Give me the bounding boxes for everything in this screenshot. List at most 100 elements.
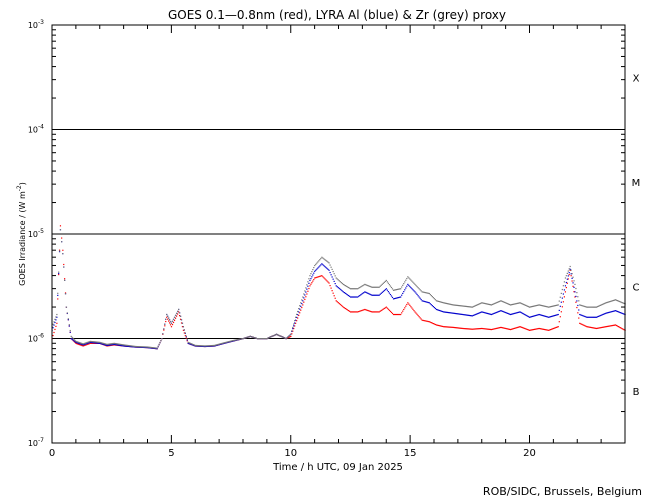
- data-point: [404, 307, 406, 309]
- data-point: [575, 301, 577, 303]
- data-point: [378, 286, 380, 288]
- data-point: [413, 310, 415, 312]
- data-point: [507, 303, 510, 305]
- data-point: [380, 309, 382, 312]
- data-point: [102, 343, 104, 345]
- data-point: [167, 315, 169, 317]
- data-point: [85, 344, 87, 346]
- data-point: [500, 326, 502, 328]
- data-point: [318, 266, 320, 268]
- data-point: [451, 312, 453, 314]
- data-point: [444, 302, 447, 304]
- data-point: [577, 312, 579, 314]
- data-point: [366, 292, 368, 294]
- data-point: [58, 272, 60, 275]
- data-point: [266, 338, 268, 340]
- data-point: [596, 316, 599, 318]
- data-point: [518, 311, 520, 313]
- data-point: [600, 326, 602, 329]
- data-point: [246, 336, 248, 338]
- data-point: [393, 313, 396, 316]
- data-point: [428, 321, 430, 323]
- data-point: [505, 311, 507, 314]
- data-point: [504, 327, 506, 329]
- data-point: [464, 314, 466, 316]
- data-point: [357, 296, 359, 298]
- data-point: [307, 281, 309, 283]
- data-point: [271, 335, 273, 338]
- data-point: [504, 311, 506, 313]
- data-point: [421, 300, 423, 302]
- data-point: [175, 312, 178, 315]
- data-point: [249, 335, 251, 337]
- data-point: [52, 327, 54, 329]
- data-point: [439, 310, 442, 312]
- data-point: [69, 329, 71, 332]
- y-tick-label: 10-3: [28, 19, 44, 30]
- data-point: [526, 328, 528, 330]
- data-point: [561, 288, 563, 291]
- data-point: [622, 313, 624, 315]
- data-point: [427, 320, 429, 323]
- data-point: [366, 284, 368, 286]
- data-point: [457, 327, 459, 329]
- data-point: [68, 324, 70, 326]
- data-point: [611, 325, 613, 327]
- data-point: [618, 311, 620, 313]
- data-point: [302, 296, 304, 298]
- data-point: [549, 306, 551, 308]
- data-point: [329, 284, 331, 287]
- data-point: [332, 292, 334, 294]
- data-point: [78, 341, 80, 344]
- data-point: [582, 324, 584, 326]
- data-point: [450, 326, 452, 328]
- data-point: [608, 301, 610, 303]
- data-point: [566, 282, 568, 284]
- data-point: [334, 283, 336, 285]
- data-point: [296, 316, 298, 319]
- data-point: [150, 346, 153, 349]
- data-point: [295, 316, 297, 318]
- data-point: [118, 344, 120, 346]
- data-point: [202, 345, 204, 347]
- data-point: [357, 288, 359, 290]
- data-point: [529, 316, 532, 318]
- data-point: [287, 337, 289, 339]
- data-point: [441, 301, 443, 303]
- data-point: [445, 302, 448, 305]
- data-point: [509, 328, 512, 331]
- data-point: [378, 311, 380, 313]
- data-point: [416, 313, 418, 315]
- data-point: [291, 330, 293, 332]
- data-point: [369, 293, 371, 295]
- data-point: [503, 311, 505, 313]
- data-point: [520, 311, 522, 314]
- data-point: [186, 339, 188, 341]
- data-point: [178, 308, 180, 311]
- data-point: [322, 257, 324, 259]
- data-point: [362, 285, 364, 287]
- data-point: [411, 288, 413, 290]
- data-point: [348, 295, 351, 297]
- data-point: [519, 302, 521, 304]
- data-point: [334, 297, 336, 299]
- data-point: [106, 343, 108, 346]
- data-point: [403, 308, 405, 311]
- data-point: [432, 322, 435, 325]
- data-point: [367, 285, 369, 287]
- data-point: [586, 306, 588, 308]
- data-point: [569, 268, 571, 270]
- data-point: [441, 310, 443, 312]
- y-tick-label: 10-4: [28, 124, 44, 135]
- data-point: [435, 324, 438, 326]
- data-point: [117, 344, 119, 346]
- data-point: [390, 286, 393, 289]
- data-point: [443, 311, 445, 313]
- data-point: [82, 345, 84, 347]
- data-point: [386, 307, 388, 309]
- data-point: [439, 325, 442, 327]
- data-point: [119, 344, 121, 346]
- data-point: [427, 301, 429, 304]
- data-point: [86, 343, 88, 346]
- data-point: [247, 336, 249, 338]
